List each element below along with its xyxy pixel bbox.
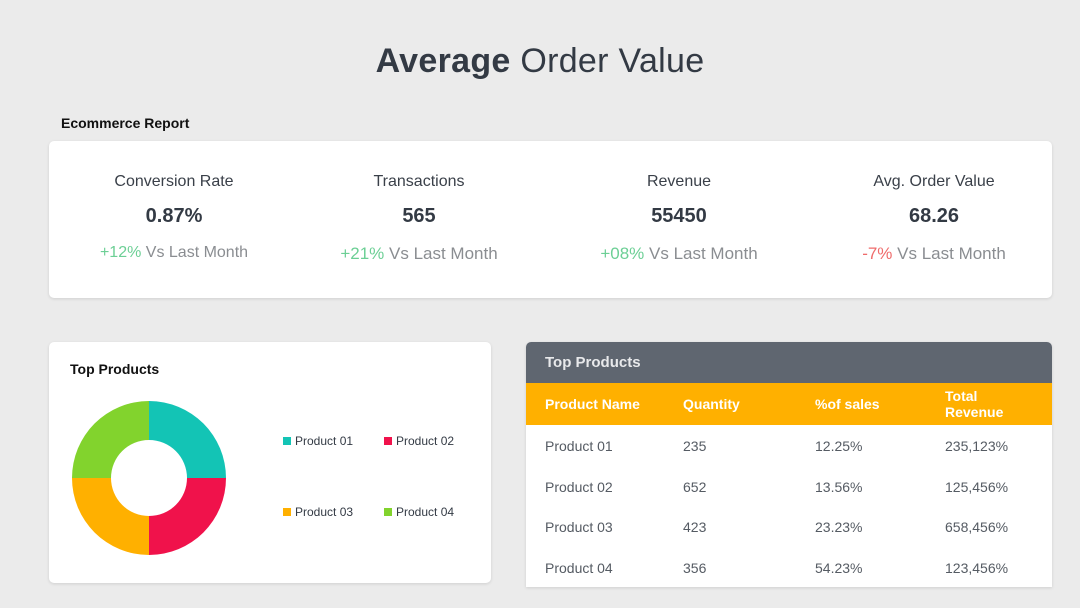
slice-product-02 <box>149 478 226 555</box>
cell-product-name: Product 01 <box>545 438 613 454</box>
kpi-change-value: -7% <box>862 244 893 263</box>
kpi-label: Conversion Rate <box>114 173 234 190</box>
cell-quantity: 652 <box>683 478 707 495</box>
cell-percent-of-sales: 12.25% <box>815 438 863 454</box>
legend-label: Product 04 <box>396 505 455 519</box>
cell-percent-of-sales: 13.56% <box>815 478 863 495</box>
table-row: Product 04 356 54.23% 123,456% <box>526 547 1052 588</box>
column-header-quantity: Quantity <box>683 396 740 412</box>
kpi-avg-order-value: Avg. Order Value 68.26 -7% Vs Last Month <box>809 173 1059 264</box>
kpi-label: Revenue <box>646 173 712 190</box>
top-products-table: Top Products Product Name Quantity %of s… <box>526 342 1052 587</box>
cell-quantity: 356 <box>683 559 707 576</box>
cell-quantity: 423 <box>683 519 707 535</box>
legend-label: Product 02 <box>396 434 455 448</box>
cell-total-revenue: 658,456% <box>945 519 1009 535</box>
kpi-change-suffix: Vs Last Month <box>384 244 498 263</box>
legend-swatch <box>283 508 291 516</box>
column-header-product-name: Product Name <box>545 396 640 412</box>
kpi-change: +21% Vs Last Month <box>294 244 544 264</box>
kpi-change: +12% Vs Last Month <box>49 244 299 262</box>
chart-card: Top Products Product 01 Product 02 Produ… <box>49 342 491 583</box>
legend-swatch <box>283 437 291 445</box>
legend-item-product-04: Product 04 <box>384 505 454 519</box>
legend-label: Product 03 <box>295 505 354 519</box>
kpi-revenue: Revenue 55450 +08% Vs Last Month <box>554 173 804 264</box>
legend-item-product-01: Product 01 <box>283 434 353 448</box>
cell-total-revenue: 123,456% <box>945 559 1009 576</box>
kpi-conversion-rate: Conversion Rate 0.87% +12% Vs Last Month <box>49 173 299 262</box>
cell-percent-of-sales: 54.23% <box>815 559 863 576</box>
table-row: Product 03 423 23.23% 658,456% <box>526 506 1052 547</box>
legend-swatch <box>384 437 392 445</box>
table-row: Product 01 235 12.25% 235,123% <box>526 425 1052 466</box>
kpi-value: 565 <box>402 205 436 227</box>
kpi-value: 55450 <box>651 205 707 227</box>
cell-percent-of-sales: 23.23% <box>815 519 863 535</box>
slice-product-03 <box>72 478 149 555</box>
table-title: Top Products <box>526 342 1052 383</box>
column-header-percent-of-sales: %of sales <box>815 396 880 412</box>
page-title-bold: Average <box>375 42 511 80</box>
cell-total-revenue: 235,123% <box>945 438 1009 454</box>
kpi-change: +08% Vs Last Month <box>554 244 804 264</box>
kpi-change-value: +12% <box>99 244 142 261</box>
report-label: Ecommerce Report <box>61 115 190 131</box>
kpi-change-suffix: Vs Last Month <box>644 244 758 263</box>
cell-total-revenue: 125,456% <box>945 478 1009 495</box>
chart-title: Top Products <box>70 361 160 377</box>
column-header-total-revenue: Total Revenue <box>945 388 1004 420</box>
kpi-label: Avg. Order Value <box>873 173 995 190</box>
kpi-value: 68.26 <box>908 205 960 227</box>
kpi-change: -7% Vs Last Month <box>809 244 1059 264</box>
legend-item-product-02: Product 02 <box>384 434 454 448</box>
cell-quantity: 235 <box>683 438 707 454</box>
kpi-change-value: +21% <box>340 244 385 263</box>
table-column-header-row: Product Name Quantity %of sales Total Re… <box>526 383 1052 425</box>
table-row: Product 02 652 13.56% 125,456% <box>526 466 1052 507</box>
legend-swatch <box>384 508 392 516</box>
donut-chart <box>72 401 226 555</box>
legend-label: Product 01 <box>295 434 354 448</box>
page-title: Average Order Value <box>0 42 1080 81</box>
cell-product-name: Product 04 <box>545 559 613 576</box>
slice-product-04 <box>72 401 149 478</box>
cell-product-name: Product 02 <box>545 478 613 495</box>
kpi-change-value: +08% <box>600 244 645 263</box>
slice-product-01 <box>149 401 226 478</box>
cell-product-name: Product 03 <box>545 519 613 535</box>
kpi-label: Transactions <box>373 173 465 190</box>
kpi-change-suffix: Vs Last Month <box>892 244 1006 263</box>
kpi-transactions: Transactions 565 +21% Vs Last Month <box>294 173 544 264</box>
kpi-value: 0.87% <box>145 205 203 227</box>
kpi-card: Conversion Rate 0.87% +12% Vs Last Month… <box>49 141 1052 298</box>
page-title-rest: Order Value <box>510 42 705 80</box>
kpi-change-suffix: Vs Last Month <box>141 244 249 261</box>
legend-item-product-03: Product 03 <box>283 505 353 519</box>
